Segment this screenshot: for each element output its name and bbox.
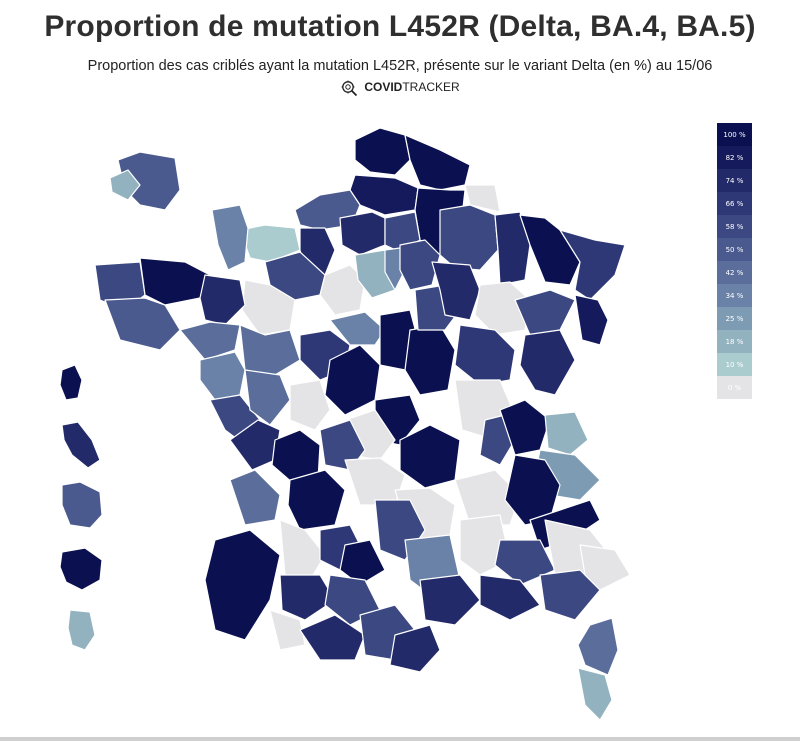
legend-swatch: 50 % <box>717 238 752 261</box>
department-shape <box>319 264 366 316</box>
department-shape <box>299 614 366 661</box>
department-shape <box>344 457 406 506</box>
brand: COVIDTRACKER <box>0 79 800 97</box>
department-shape <box>474 281 531 336</box>
legend-swatch: 0 % <box>717 376 752 399</box>
legend-swatch: 58 % <box>717 215 752 238</box>
department-shape <box>577 667 613 721</box>
legend-swatch: 10 % <box>717 353 752 376</box>
department-shape <box>519 329 576 396</box>
department-shape <box>229 469 281 526</box>
department-shape <box>67 609 96 651</box>
legend-swatch: 34 % <box>717 284 752 307</box>
department-shape <box>244 369 291 426</box>
department-shape <box>439 204 499 271</box>
department-shape <box>499 399 551 456</box>
department-shape <box>349 174 419 216</box>
page-title: Proportion de mutation L452R (Delta, BA.… <box>44 10 756 43</box>
department-shape <box>269 609 306 651</box>
department-shape <box>577 617 619 676</box>
brand-name-regular: TRACKER <box>402 80 460 95</box>
department-shape <box>431 261 481 321</box>
virus-magnifier-icon <box>340 79 358 97</box>
legend-swatch: 66 % <box>717 192 752 215</box>
department-shape <box>279 574 336 621</box>
legend-swatch: 82 % <box>717 146 752 169</box>
department-shape <box>579 544 631 591</box>
department-shape <box>287 469 346 531</box>
department-shape <box>179 321 241 361</box>
department-shape <box>59 547 103 591</box>
legend-swatch: 100 % <box>717 123 752 146</box>
department-shape <box>404 324 456 396</box>
department-shape <box>204 529 281 641</box>
department-shape <box>61 481 103 529</box>
department-shape <box>399 239 441 291</box>
department-shape <box>479 574 541 621</box>
department-shape <box>109 169 141 201</box>
department-shape <box>61 421 101 469</box>
department-shape <box>519 214 581 286</box>
page-subtitle: Proportion des cas criblés ayant la muta… <box>87 58 713 74</box>
department-shape <box>339 539 386 586</box>
brand-name-bold: COVID <box>364 80 403 95</box>
department-shape <box>339 211 386 256</box>
department-shape <box>419 574 481 626</box>
legend-swatch: 42 % <box>717 261 752 284</box>
department-shape <box>289 379 331 431</box>
department-shape <box>404 134 471 191</box>
department-shape <box>199 351 246 401</box>
legend-swatch: 25 % <box>717 307 752 330</box>
legend-swatch: 18 % <box>717 330 752 353</box>
department-shape <box>454 324 516 386</box>
department-shape <box>559 229 626 301</box>
department-shape <box>389 624 441 673</box>
department-shape <box>574 294 609 346</box>
department-shape <box>544 411 589 456</box>
department-shape <box>211 204 249 271</box>
department-shape <box>354 127 411 176</box>
department-shape <box>514 289 576 336</box>
department-shape <box>104 297 181 351</box>
department-shape <box>539 569 601 621</box>
department-shape <box>464 184 501 213</box>
department-shape <box>199 274 246 326</box>
color-legend: 100 % 82 % 74 % 66 % 58 % 50 % 42 % 34 % 25 % 18 … <box>717 123 752 399</box>
legend-swatch: 74 % <box>717 169 752 192</box>
department-shape <box>59 364 83 401</box>
department-shape <box>279 519 326 581</box>
department-shape <box>494 539 556 586</box>
department-shape <box>494 211 531 286</box>
bottom-divider <box>0 737 800 741</box>
